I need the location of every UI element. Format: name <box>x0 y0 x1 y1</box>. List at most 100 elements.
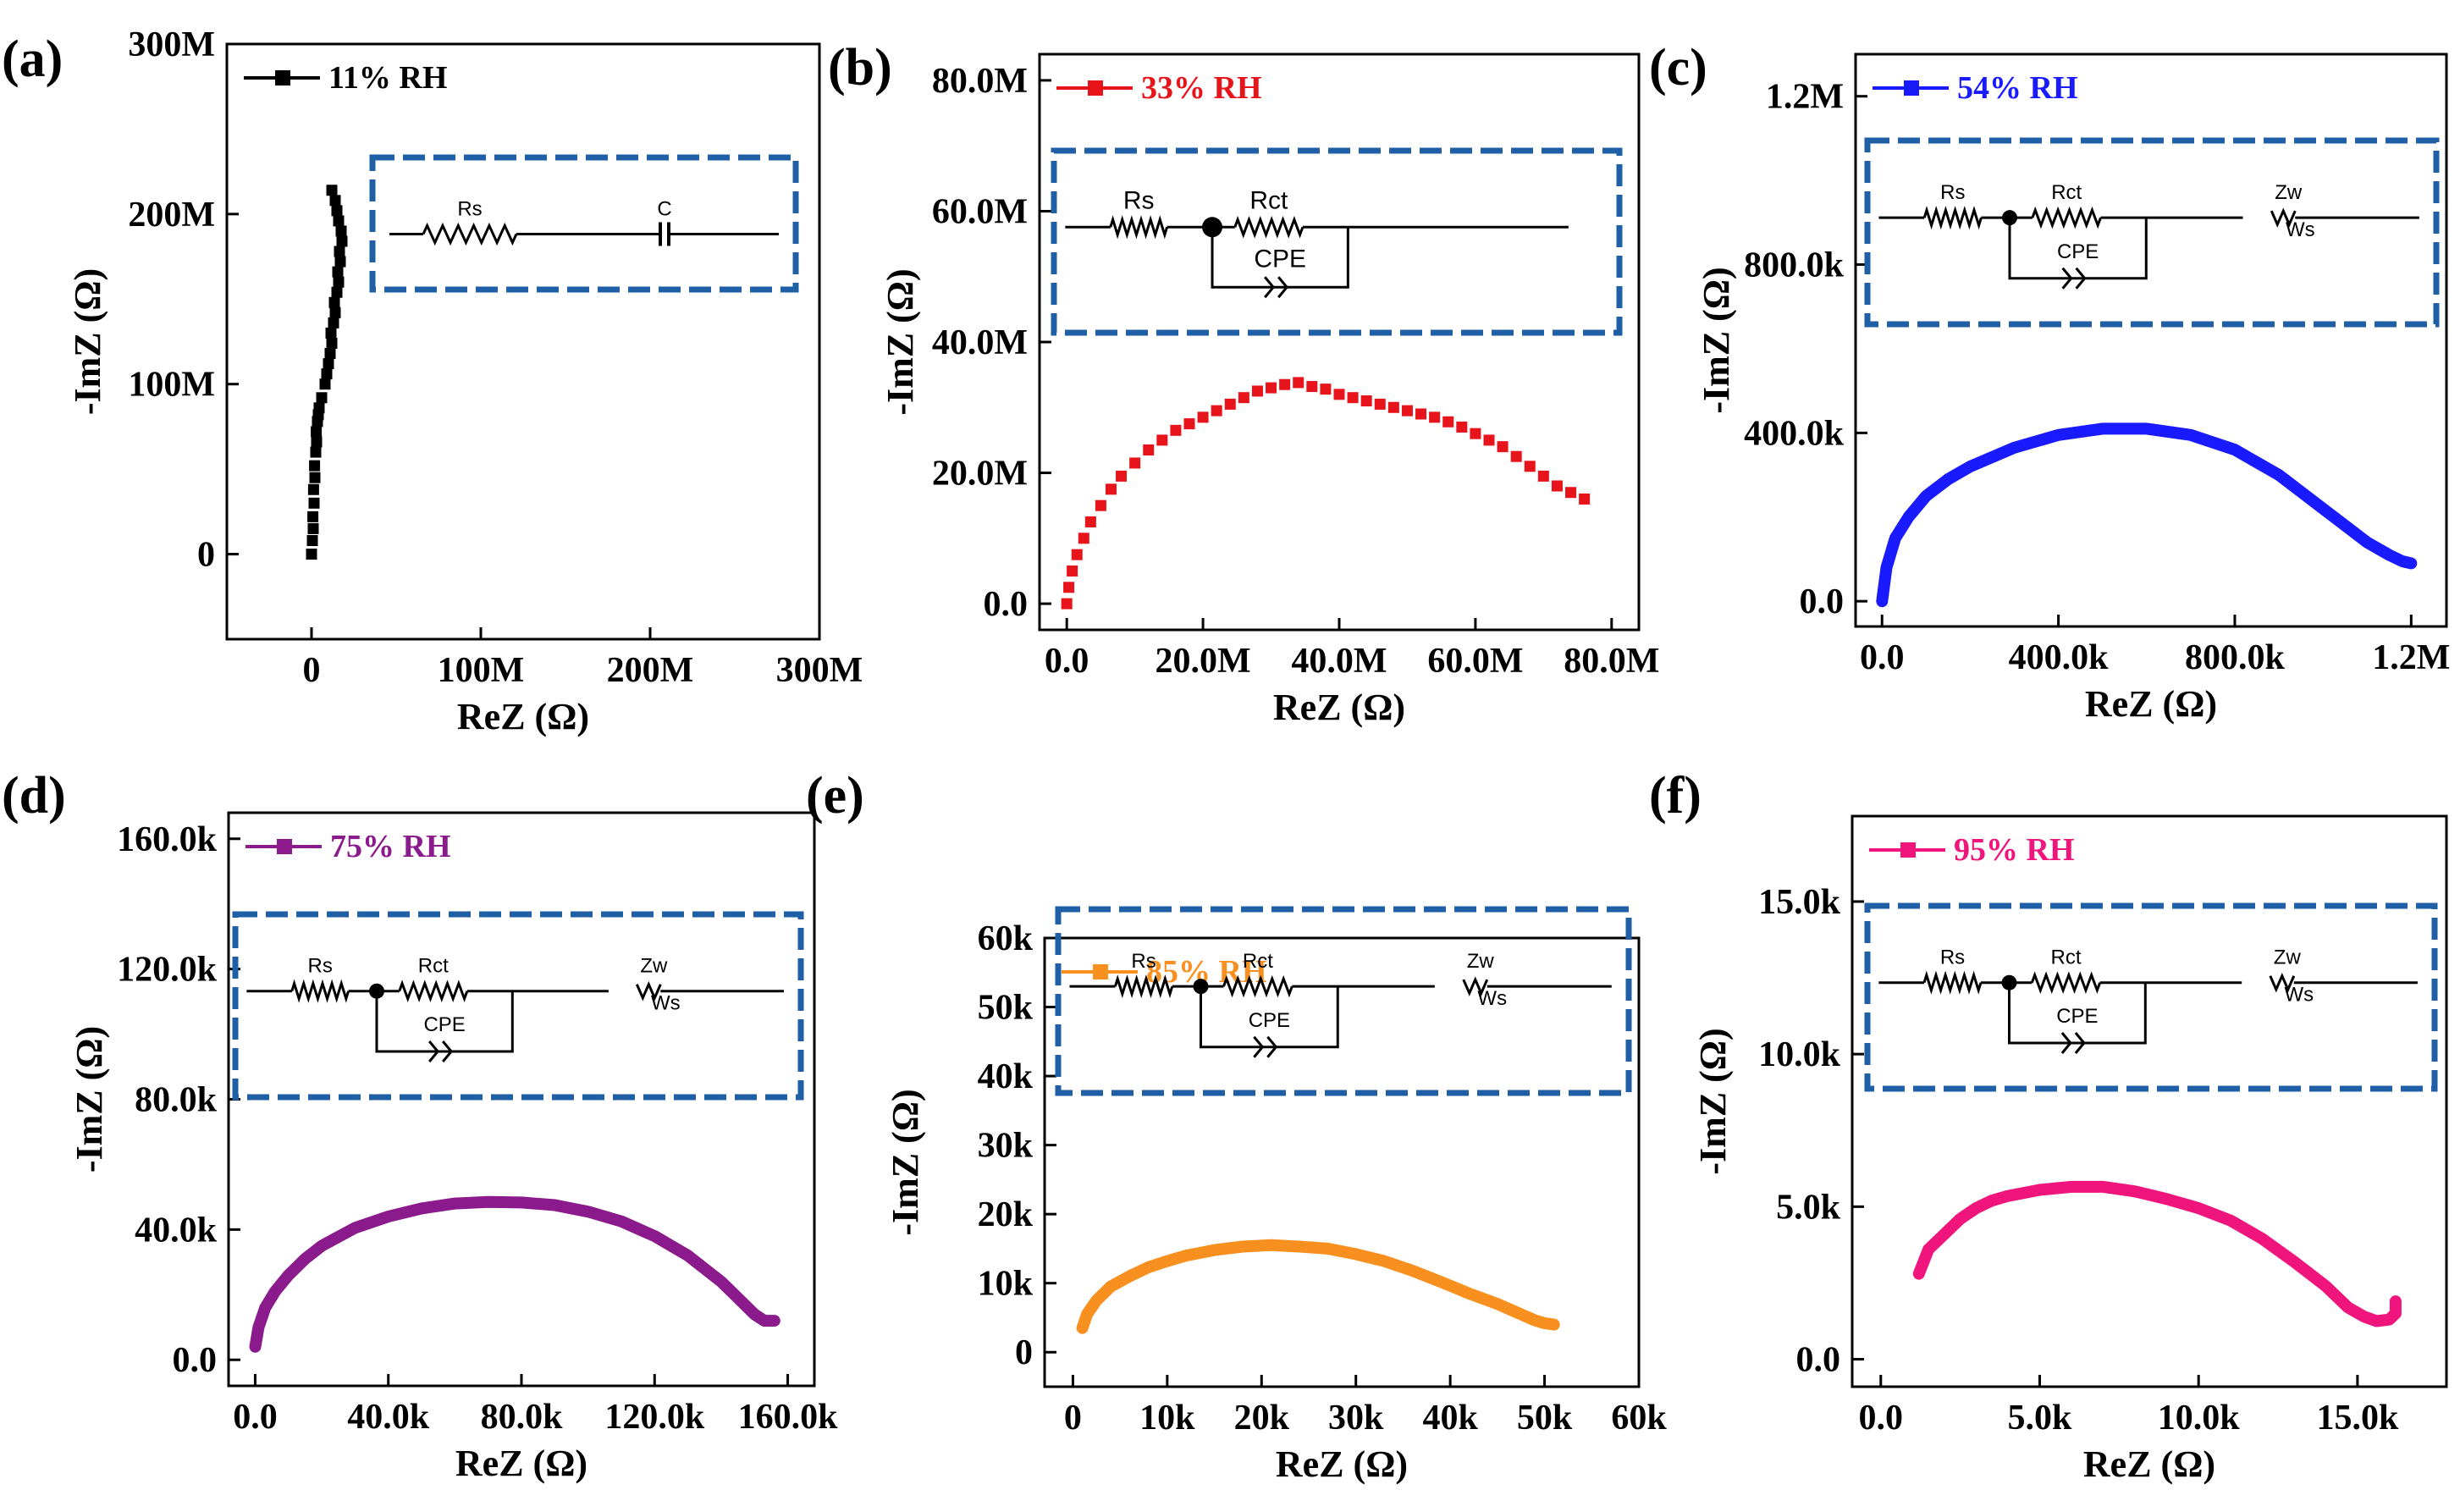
data-point <box>256 1324 262 1330</box>
data-point <box>1084 516 1096 527</box>
data-point <box>2276 472 2282 478</box>
data-point <box>285 1272 291 1278</box>
data-point <box>1945 477 1951 483</box>
y-tick-label: 40k <box>978 1057 1034 1096</box>
data-point <box>1884 565 1889 571</box>
y-tick-label: 40.0k <box>135 1211 218 1250</box>
data-point <box>1095 499 1106 511</box>
cpe-symbol <box>428 1040 454 1062</box>
data-point <box>1892 535 1898 541</box>
y-tick-label: 15.0k <box>1758 883 1841 922</box>
circuit-inset: Rs Rct CPE Zw Ws <box>1864 137 2440 328</box>
data-point <box>262 1305 268 1311</box>
y-tick-label: 0.0 <box>1800 582 1845 621</box>
data-point <box>1211 1247 1217 1253</box>
data-point <box>2196 1206 2202 1211</box>
plot-frame <box>1851 814 2448 1388</box>
panel-label: (b) <box>828 39 892 97</box>
data-point <box>1879 599 1885 604</box>
x-tick-label: 30k <box>1328 1399 1384 1438</box>
data-point <box>1360 395 1372 407</box>
data-point <box>2099 426 2105 432</box>
y-tick-label: 5.0k <box>1776 1188 1841 1227</box>
data-point <box>1078 533 1089 544</box>
data-point <box>385 1213 391 1219</box>
circuit-label-rs: Rs <box>1940 946 1965 969</box>
x-tick-label: 0 <box>303 651 321 690</box>
data-point <box>2342 522 2348 528</box>
resistor-symbol <box>1109 215 1169 240</box>
data-point <box>323 358 334 370</box>
y-axis-label: -ImZ (Ω) <box>69 1026 110 1173</box>
circuit-frame <box>1055 906 1632 1096</box>
cpe-branch <box>1200 986 1339 1049</box>
x-tick-label: 160.0k <box>738 1398 839 1437</box>
data-point <box>1224 398 1236 410</box>
resistor-symbol <box>290 979 350 1003</box>
data-point <box>1325 1245 1331 1251</box>
data-point <box>1061 598 1073 610</box>
cpe-symbol <box>1264 276 1289 299</box>
data-point <box>319 1243 325 1249</box>
x-tick-label: 120.0k <box>604 1398 705 1437</box>
legend-text: 75% RH <box>330 829 451 864</box>
y-axis-label: -ImZ (Ω) <box>885 1089 926 1235</box>
data-point <box>1238 392 1249 404</box>
x-tick-label: 0.0 <box>233 1398 278 1437</box>
data-point <box>1279 378 1291 390</box>
data-point <box>324 348 336 360</box>
plot-frame <box>1038 52 1641 632</box>
data-point <box>752 1311 758 1317</box>
data-point <box>1926 1246 1932 1252</box>
x-tick-label: 80.0M <box>1564 642 1659 681</box>
data-point <box>1565 487 1577 499</box>
data-point <box>1129 457 1141 469</box>
circuit-label-rct: Rct <box>1243 950 1273 973</box>
circuit-label-rs: Rs <box>308 955 333 978</box>
cpe-symbol <box>2061 267 2087 290</box>
data-point <box>2231 447 2237 453</box>
x-tick-label: 100M <box>438 651 525 690</box>
x-tick-label: 0.0 <box>1859 1399 1904 1438</box>
data-point <box>1551 480 1563 492</box>
x-tick-label: 40k <box>1422 1399 1478 1438</box>
x-axis-label: ReZ (Ω) <box>2083 1443 2215 1485</box>
data-point <box>2011 444 2017 450</box>
cpe-branch <box>1211 227 1349 289</box>
y-tick-label: 0.0 <box>1796 1341 1841 1380</box>
circuit-frame <box>1051 147 1623 336</box>
y-tick-label: 300M <box>128 25 215 64</box>
data-point <box>1542 1320 1547 1326</box>
circuit-label-rs: Rs <box>1123 186 1155 214</box>
data-series <box>249 1195 780 1353</box>
data-point <box>1127 1273 1133 1279</box>
data-point <box>1067 565 1078 577</box>
y-tick-label: 60k <box>978 919 1034 958</box>
x-tick-label: 20.0M <box>1156 642 1251 681</box>
y-tick-label: 60.0M <box>932 192 1028 231</box>
data-point <box>771 1318 777 1324</box>
cpe-branch <box>2008 218 2148 280</box>
data-point <box>1156 434 1168 446</box>
circuit-label-zw: Zw <box>640 955 668 978</box>
data-point <box>252 1344 258 1349</box>
y-tick-label: 400.0k <box>1744 414 1845 453</box>
data-point <box>1497 441 1509 453</box>
y-axis-label: -ImZ (Ω) <box>880 268 921 415</box>
data-point <box>335 225 347 237</box>
x-tick-label: 0.0 <box>1860 638 1905 677</box>
data-point <box>2100 1184 2106 1189</box>
data-point <box>1084 1311 1090 1317</box>
y-tick-label: 20.0M <box>932 455 1028 494</box>
data-point <box>2361 1314 2367 1320</box>
series-line <box>1912 1180 2402 1327</box>
warburg-symbol <box>2269 972 2296 993</box>
warburg-symbol <box>635 980 662 1002</box>
x-tick-label: 300M <box>776 651 863 690</box>
y-tick-label: 800.0k <box>1744 246 1845 285</box>
y-tick-label: 0 <box>197 536 215 575</box>
circuit-label-cpe: CPE <box>1254 245 1306 273</box>
y-tick-label: 0 <box>1015 1333 1033 1372</box>
circuit-label-ws: Ws <box>2286 218 2315 241</box>
